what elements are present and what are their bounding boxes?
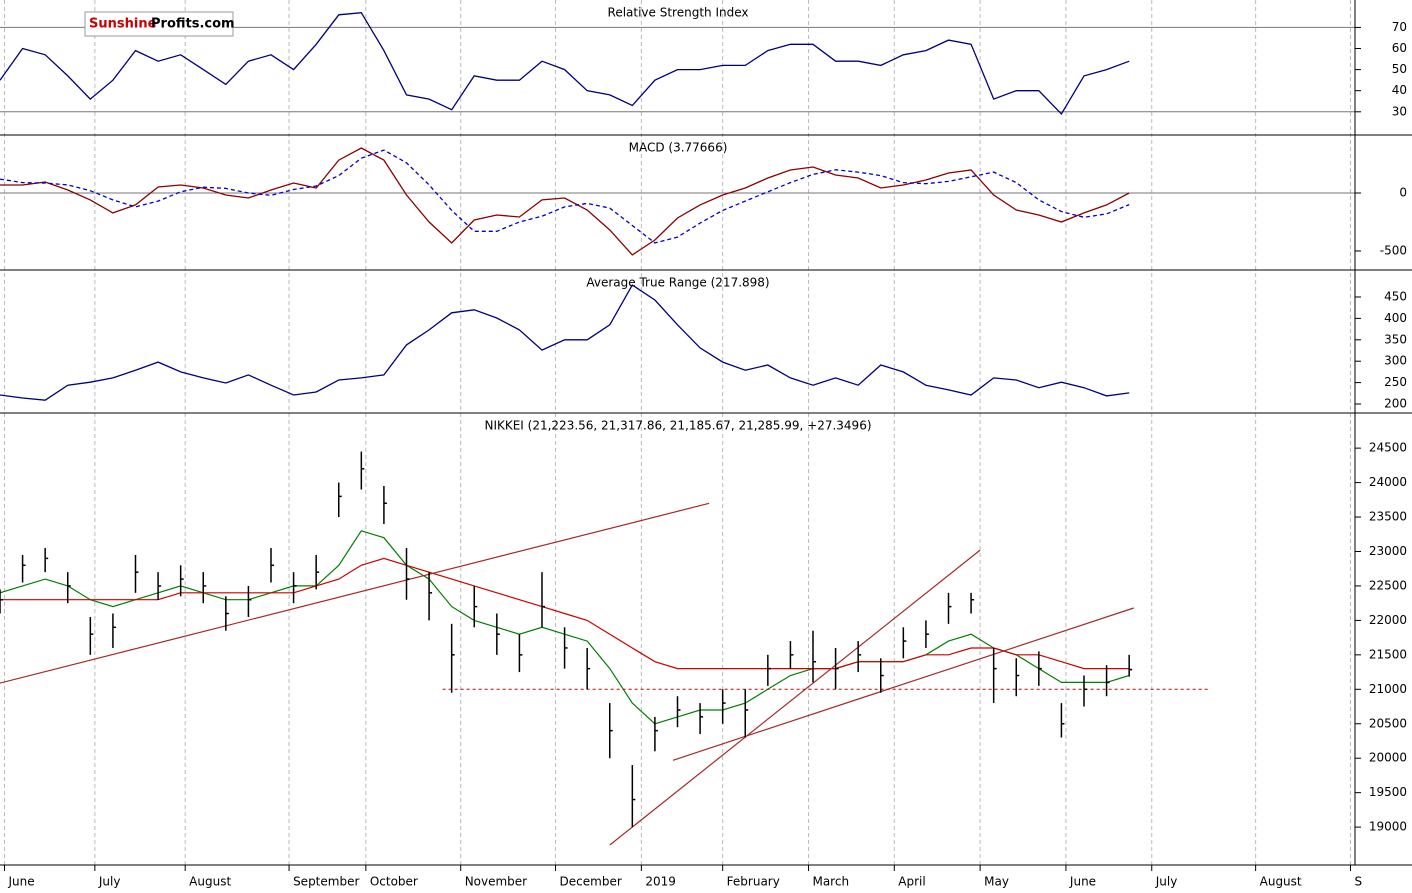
panel-title: NIKKEI (21,223.56, 21,317.86, 21,185.67,… [484,419,871,433]
y-tick-label: 40 [1392,83,1407,97]
x-tick-label: August [189,875,231,889]
y-tick-label: -500 [1380,243,1407,257]
x-tick-label: July [98,875,121,889]
y-tick-label: 19000 [1369,820,1407,834]
trendline [0,502,710,684]
series-line [0,12,1130,115]
moving-average [0,557,1130,670]
y-tick-label: 50 [1392,62,1407,76]
x-tick-label: October [370,875,418,889]
x-tick-label: July [1155,875,1178,889]
y-tick-label: 450 [1384,289,1407,303]
y-tick-label: 21500 [1369,647,1407,661]
y-tick-label: 24500 [1369,441,1407,455]
y-tick-label: 19500 [1369,785,1407,799]
y-tick-label: 30 [1392,104,1407,118]
y-tick-label: 22000 [1369,613,1407,627]
y-tick-label: 300 [1384,354,1407,368]
y-tick-label: 70 [1392,20,1407,34]
y-tick-label: 0 [1399,185,1407,199]
y-tick-label: 20000 [1369,751,1407,765]
x-tick-label: June [8,875,35,889]
y-tick-label: 250 [1384,375,1407,389]
trendline [609,549,981,846]
series-line [0,147,1130,256]
x-tick-label: March [812,875,849,889]
panel-title: Relative Strength Index [608,6,749,20]
x-tick-label: 2019 [645,875,676,889]
y-tick-label: 20500 [1369,716,1407,730]
panel-title: MACD (3.77666) [629,141,728,155]
y-tick-label: 60 [1392,41,1407,55]
logo-brand: Sunshine [89,17,157,32]
y-tick-label: 21000 [1369,682,1407,696]
x-tick-label: November [465,875,527,889]
logo-box [84,11,234,37]
logo-domain: Profits.com [151,17,235,32]
x-tick-label: S [1354,875,1362,889]
logo: Sunshine Profits.com [84,11,235,37]
panel-title: Average True Range (217.898) [586,276,769,290]
y-tick-label: 350 [1384,332,1407,346]
y-tick-label: 400 [1384,311,1407,325]
y-tick-label: 24000 [1369,475,1407,489]
y-tick-label: 23500 [1369,510,1407,524]
y-tick-label: 22500 [1369,578,1407,592]
series-line [0,284,1130,401]
y-tick-label: 23000 [1369,544,1407,558]
x-tick-label: December [560,875,622,889]
x-tick-label: May [984,875,1009,889]
trendline [672,607,1134,761]
x-tick-label: August [1260,875,1302,889]
x-tick-label: September [293,875,359,889]
x-tick-label: February [727,875,780,889]
x-tick-label: April [898,875,925,889]
y-tick-label: 200 [1384,397,1407,411]
x-tick-label: June [1069,875,1096,889]
series-line [0,149,1130,244]
